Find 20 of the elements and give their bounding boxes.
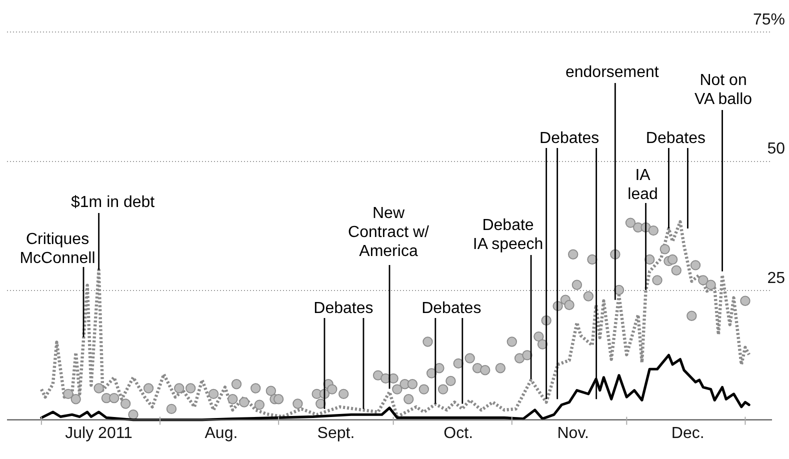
x-tick-label: July 2011 — [65, 424, 133, 442]
annotation: Critiques McConnell — [20, 231, 96, 267]
y-tick-label: 25 — [767, 270, 786, 287]
annotation: $1m in debt — [70, 194, 156, 211]
x-tick-label: Dec. — [671, 424, 704, 442]
annotation: Debate IA speech — [472, 217, 544, 253]
x-tick-label: Oct. — [444, 424, 474, 442]
annotation: Debates — [422, 300, 482, 317]
annotation: Debates — [314, 300, 374, 317]
x-tick-label: Aug. — [204, 424, 238, 442]
x-tick-label: Nov. — [557, 424, 589, 442]
annotation: Not on VA ballo — [694, 72, 752, 108]
annotation: IA lead — [628, 167, 658, 203]
y-tick-label: 75% — [752, 11, 785, 28]
x-tick-label: Sept. — [317, 424, 355, 442]
y-tick-label: 50 — [767, 140, 786, 158]
annotation: endorsement — [565, 64, 660, 81]
annotation: Debates — [646, 130, 706, 147]
annotation: New Contract w/ America — [348, 205, 430, 260]
annotation: Debates — [540, 130, 600, 147]
